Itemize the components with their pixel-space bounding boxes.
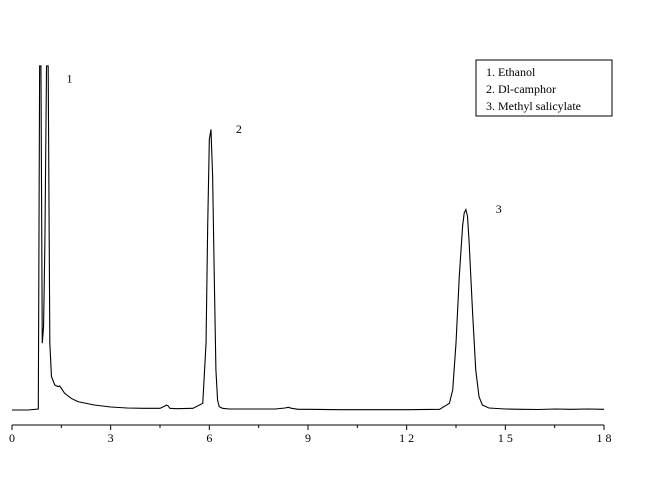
x-tick-label: 6 bbox=[206, 431, 212, 445]
x-tick-label: 9 bbox=[305, 431, 311, 445]
plot-area bbox=[12, 65, 605, 411]
peak-label: 1 bbox=[67, 72, 73, 86]
x-axis: 0 3 6 9 1 2 1 5 1 8 bbox=[9, 424, 612, 445]
x-tick-label: 1 8 bbox=[597, 431, 612, 445]
peak-label: 2 bbox=[236, 122, 242, 136]
x-tick-label: 1 2 bbox=[399, 431, 414, 445]
legend-entry-dl-camphor: 2. Dl-camphor bbox=[486, 82, 556, 96]
legend-box bbox=[475, 59, 613, 117]
peak-labels: 1 2 3 bbox=[67, 72, 502, 216]
x-tick-label: 1 5 bbox=[498, 431, 513, 445]
legend-entry-ethanol: 1. Ethanol bbox=[486, 65, 536, 79]
legend: 1. Ethanol 2. Dl-camphor 3. Methyl salic… bbox=[475, 59, 613, 117]
peak-label: 3 bbox=[496, 202, 502, 216]
x-tick-label: 0 bbox=[9, 431, 15, 445]
x-axis-ticks: 0 3 6 9 1 2 1 5 1 8 bbox=[9, 425, 612, 445]
x-tick-label: 3 bbox=[108, 431, 114, 445]
legend-entry-methyl-salicylate: 3. Methyl salicylate bbox=[486, 99, 581, 113]
chromatogram-trace bbox=[12, 65, 605, 411]
